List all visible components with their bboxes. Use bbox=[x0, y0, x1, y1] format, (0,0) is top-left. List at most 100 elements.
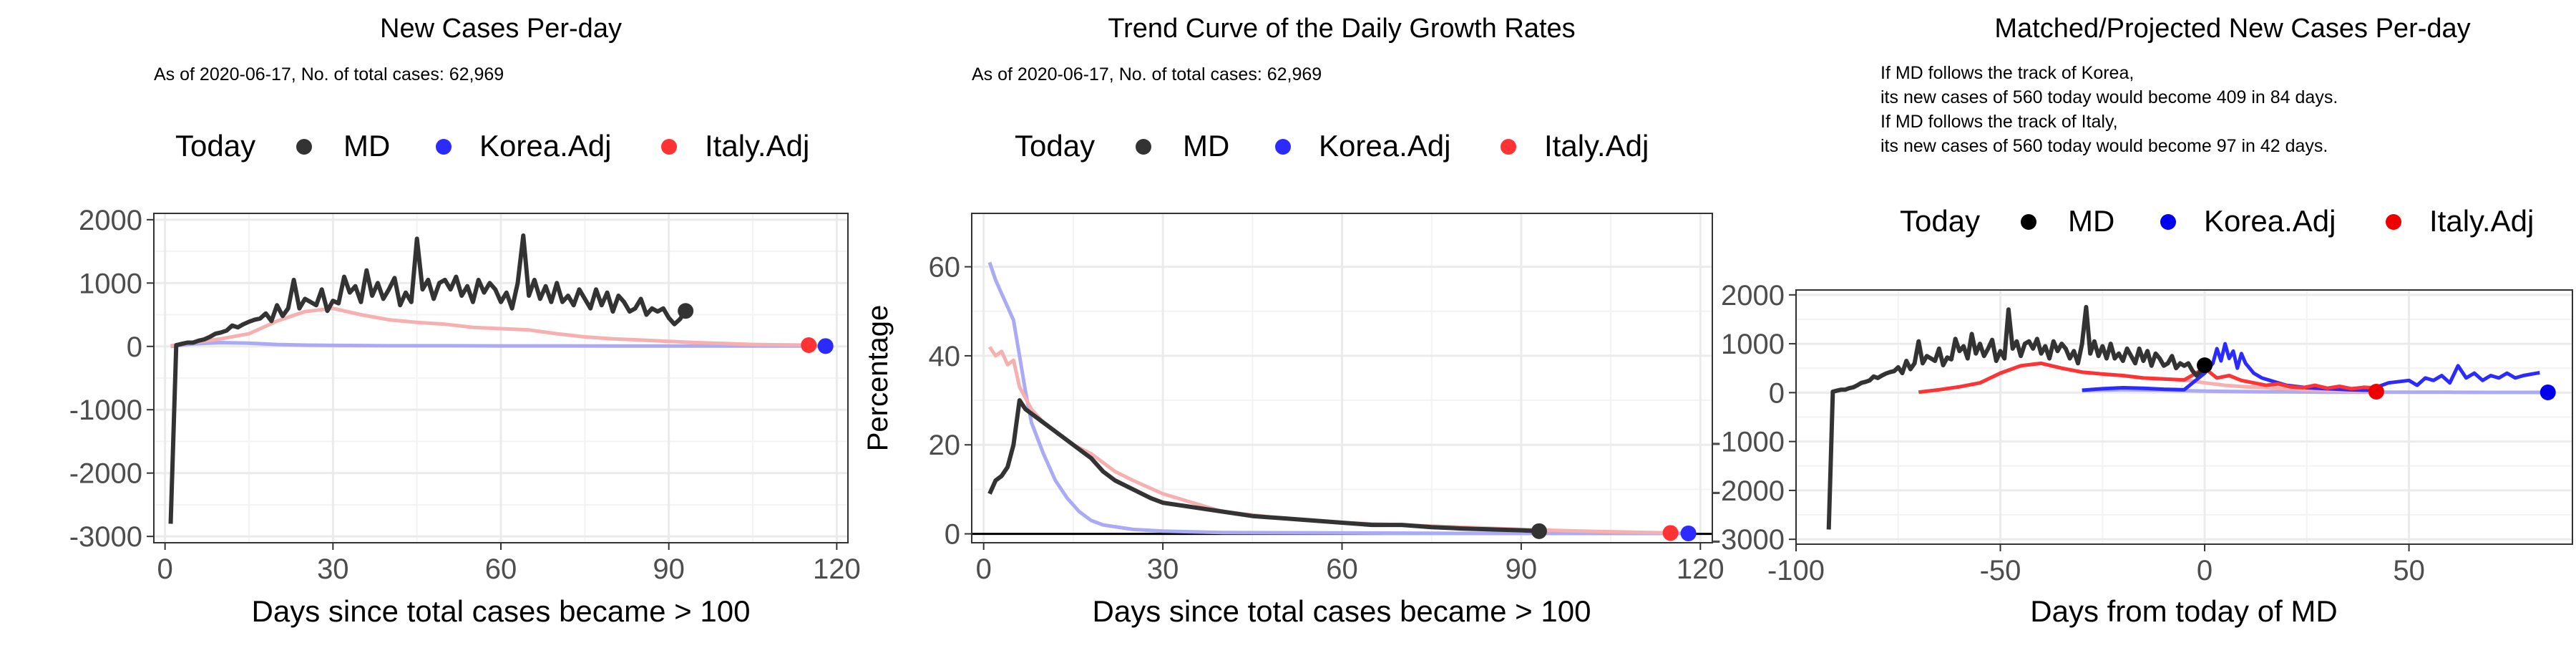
y-axis-ticks: 0 20 40 60 bbox=[929, 252, 972, 551]
legend-title: Today bbox=[175, 129, 255, 163]
y-tick-label: 40 bbox=[929, 341, 961, 372]
panel-border bbox=[1795, 289, 2573, 545]
legend-key-md bbox=[1136, 139, 1151, 155]
legend-label-korea: Korea.Adj bbox=[2204, 204, 2336, 238]
y-tick-label: 0 bbox=[945, 519, 960, 551]
chart-subtitle: As of 2020-06-17, No. of total cases: 62… bbox=[972, 64, 1322, 84]
today-point-italy-adj bbox=[801, 337, 817, 353]
legend-key-korea bbox=[1275, 139, 1291, 155]
x-tick-label: 0 bbox=[976, 553, 992, 585]
chart-title: Matched/Projected New Cases Per-day bbox=[1994, 14, 2470, 44]
grid bbox=[1795, 290, 2572, 544]
x-axis-ticks: 0 30 60 90 120 bbox=[976, 543, 1724, 585]
today-points bbox=[1531, 523, 1697, 541]
y-tick-label: -1000 bbox=[69, 395, 142, 426]
x-axis-label: Days since total cases became > 100 bbox=[252, 594, 751, 628]
legend-label-md: MD bbox=[2068, 204, 2114, 238]
series-lines bbox=[987, 261, 1689, 536]
series-line-italy-adj bbox=[170, 306, 809, 348]
y-tick-label: -3000 bbox=[69, 521, 142, 553]
x-axis-ticks: -100 -50 0 50 bbox=[1767, 544, 2425, 586]
today-point-italy-adj bbox=[1662, 525, 1679, 541]
x-tick-label: 0 bbox=[157, 553, 173, 585]
legend-label-md: MD bbox=[1183, 129, 1229, 163]
series-line-korea-adj bbox=[987, 261, 1689, 536]
legend-label-korea: Korea.Adj bbox=[1319, 129, 1450, 163]
legend-key-korea bbox=[2160, 214, 2176, 230]
x-tick-label: 120 bbox=[813, 553, 861, 585]
chart-title: New Cases Per-day bbox=[380, 14, 622, 44]
series-line-md bbox=[987, 398, 1540, 533]
y-tick-label: -3000 bbox=[1712, 524, 1785, 556]
x-tick-label: 50 bbox=[2393, 555, 2425, 586]
chart-title: Trend Curve of the Daily Growth Rates bbox=[1108, 14, 1575, 44]
y-tick-label: -1000 bbox=[1712, 427, 1785, 458]
today-point-korea-adj bbox=[2540, 385, 2556, 401]
legend-title: Today bbox=[1900, 204, 1980, 238]
legend-key-italy bbox=[1501, 139, 1516, 155]
legend-label-italy: Italy.Adj bbox=[2429, 204, 2534, 238]
x-tick-label: 30 bbox=[1147, 553, 1179, 585]
x-axis-label: Days from today of MD bbox=[2030, 594, 2337, 628]
today-point-italy-adj bbox=[2368, 384, 2384, 400]
x-axis-label: Days since total cases became > 100 bbox=[1093, 594, 1591, 628]
x-tick-label: 60 bbox=[1326, 553, 1358, 585]
x-tick-label: 90 bbox=[653, 553, 685, 585]
grid bbox=[154, 213, 848, 543]
y-tick-label: 20 bbox=[929, 430, 961, 461]
today-point-md bbox=[1531, 523, 1547, 539]
legend: Today MD Korea.Adj Italy.Adj bbox=[1015, 129, 1649, 163]
series-line-korea-adj bbox=[170, 341, 826, 349]
legend-key-md bbox=[296, 139, 312, 155]
y-tick-label: 0 bbox=[1769, 377, 1785, 409]
y-tick-label: -2000 bbox=[69, 458, 142, 490]
y-tick-label: 1000 bbox=[1721, 329, 1785, 360]
y-tick-label: 60 bbox=[929, 252, 961, 284]
series-line-md bbox=[1826, 304, 2207, 530]
legend-key-italy bbox=[661, 139, 677, 155]
legend-title: Today bbox=[1015, 129, 1095, 163]
legend-label-md: MD bbox=[343, 129, 390, 163]
today-point-korea-adj bbox=[817, 338, 834, 354]
panel-growth-rates: Trend Curve of the Daily Growth Rates As… bbox=[862, 14, 1724, 628]
x-tick-label: 30 bbox=[317, 553, 349, 585]
legend-label-korea: Korea.Adj bbox=[479, 129, 611, 163]
legend: Today MD Korea.Adj Italy.Adj bbox=[1900, 204, 2534, 238]
today-point-md bbox=[2197, 357, 2213, 374]
y-tick-label: -2000 bbox=[1712, 475, 1785, 507]
grid bbox=[972, 213, 1712, 543]
legend-key-korea bbox=[436, 139, 452, 155]
annotation-line: If MD follows the track of Italy, bbox=[1880, 112, 2118, 132]
legend-key-italy bbox=[2386, 214, 2401, 230]
panel-projected: Matched/Projected New Cases Per-day If M… bbox=[1712, 14, 2573, 628]
annotation-line: its new cases of 560 today would become … bbox=[1880, 136, 2328, 156]
today-points bbox=[2197, 357, 2556, 401]
legend-label-italy: Italy.Adj bbox=[705, 129, 809, 163]
series-line-md bbox=[168, 233, 688, 524]
today-point-md bbox=[678, 303, 694, 319]
annotation-line: If MD follows the track of Korea, bbox=[1880, 63, 2134, 83]
chart-subtitle: As of 2020-06-17, No. of total cases: 62… bbox=[154, 64, 504, 84]
x-tick-label: 120 bbox=[1677, 553, 1724, 585]
y-tick-label: 2000 bbox=[79, 205, 142, 236]
y-axis-ticks: -3000 -2000 -1000 0 1000 2000 bbox=[69, 205, 154, 553]
today-point-korea-adj bbox=[1680, 525, 1697, 541]
legend-label-italy: Italy.Adj bbox=[1544, 129, 1649, 163]
legend: Today MD Korea.Adj Italy.Adj bbox=[175, 129, 809, 163]
x-tick-label: 60 bbox=[485, 553, 517, 585]
y-axis-label: Percentage bbox=[862, 305, 894, 452]
y-axis-ticks: -3000 -2000 -1000 0 1000 2000 bbox=[1712, 280, 1796, 556]
legend-key-md bbox=[2021, 214, 2036, 230]
x-axis-ticks: 0 30 60 90 120 bbox=[157, 543, 861, 585]
y-tick-label: 0 bbox=[127, 332, 142, 363]
annotation-line: its new cases of 560 today would become … bbox=[1880, 87, 2338, 107]
series-lines bbox=[168, 233, 826, 524]
x-tick-label: -100 bbox=[1767, 555, 1825, 586]
x-tick-label: 90 bbox=[1506, 553, 1538, 585]
panel-new-cases: New Cases Per-day As of 2020-06-17, No. … bbox=[69, 14, 861, 628]
x-tick-label: 0 bbox=[2197, 555, 2212, 586]
today-points bbox=[678, 303, 834, 354]
y-tick-label: 2000 bbox=[1721, 280, 1785, 311]
